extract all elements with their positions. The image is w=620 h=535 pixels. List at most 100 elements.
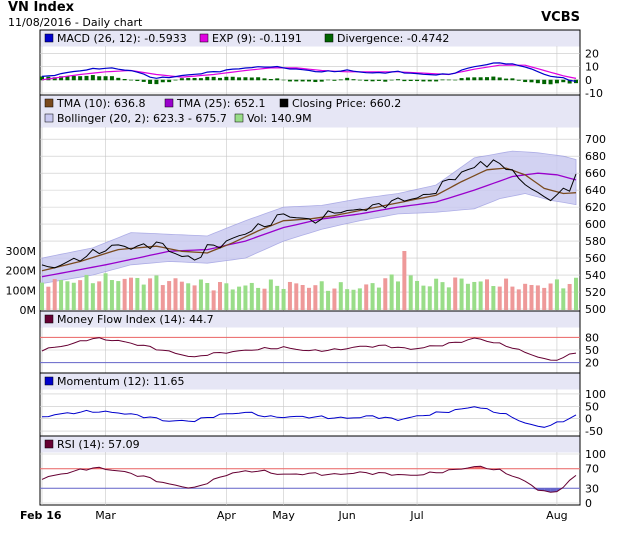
volume-bar-5 — [71, 282, 76, 310]
xtick-label-4: Jun — [338, 509, 356, 522]
legend-strip-rsi — [40, 436, 580, 453]
brand-label: VCBS — [541, 10, 580, 25]
mfi-line — [41, 337, 577, 361]
volume-bar-69 — [478, 281, 483, 310]
divergence-bar-82 — [561, 79, 566, 83]
ytick-price-7: 640 — [585, 184, 606, 197]
ytick-rsi-3: 100 — [585, 448, 606, 461]
divergence-bar-46 — [332, 79, 337, 81]
divergence-bar-47 — [338, 79, 343, 81]
volume-bar-49 — [351, 289, 356, 310]
volume-bar-81 — [554, 279, 559, 310]
ytick-price-5: 600 — [585, 218, 606, 231]
volume-bar-44 — [319, 281, 324, 310]
volume-bar-68 — [472, 281, 477, 310]
volume-bar-65 — [453, 277, 458, 310]
ytick-price-10: 700 — [585, 133, 606, 146]
divergence-bar-7 — [84, 75, 89, 81]
volume-bar-57 — [402, 251, 407, 310]
divergence-bar-40 — [294, 79, 299, 82]
volume-bar-47 — [338, 282, 343, 310]
legend-swatch-price-3 — [44, 113, 54, 123]
legend-label-macd-0: MACD (26, 12): -0.5933 — [57, 32, 187, 45]
divergence-bar-55 — [389, 79, 394, 81]
legend-strip-momentum — [40, 373, 580, 390]
xtick-label-2: Apr — [217, 509, 237, 522]
vol-tick-2: 200M — [6, 265, 37, 278]
ytick-mfi-1: 50 — [585, 344, 599, 357]
volume-bar-14 — [129, 277, 133, 310]
volume-bar-67 — [465, 283, 470, 310]
xtick-label-3: May — [272, 509, 295, 522]
xtick-label-0: Feb 16 — [20, 509, 62, 522]
legend-swatch-price-0 — [44, 98, 54, 108]
divergence-bar-60 — [421, 79, 426, 82]
divergence-bar-5 — [71, 75, 76, 81]
volume-bar-16 — [141, 284, 146, 310]
legend-swatch-price-2 — [279, 98, 289, 108]
chart-title: VN Index — [8, 0, 75, 15]
volume-bar-25 — [198, 279, 203, 310]
volume-bar-83 — [567, 283, 572, 310]
rsi-line — [41, 465, 577, 493]
divergence-bar-77 — [529, 79, 534, 83]
volume-bar-78 — [535, 285, 540, 310]
volume-bar-15 — [135, 277, 140, 310]
volume-bar-63 — [440, 282, 445, 310]
chart-subtitle: 11/08/2016 - Daily chart — [8, 16, 143, 29]
volume-bar-45 — [326, 290, 331, 310]
divergence-bar-41 — [300, 79, 305, 82]
ytick-price-0: 500 — [585, 303, 606, 316]
divergence-bar-73 — [504, 78, 509, 81]
volume-bar-74 — [510, 286, 515, 310]
volume-bar-42 — [307, 287, 311, 310]
divergence-bar-76 — [523, 79, 528, 83]
legend-swatch-rsi-0 — [44, 439, 54, 449]
volume-bar-61 — [427, 286, 432, 310]
legend-strip-price — [40, 95, 580, 128]
divergence-bar-34 — [256, 77, 261, 81]
divergence-bar-37 — [275, 78, 280, 81]
volume-bar-31 — [237, 286, 242, 310]
volume-bar-8 — [90, 283, 95, 310]
divergence-bar-2 — [52, 77, 57, 81]
volume-bar-10 — [103, 273, 108, 310]
momentum-line — [41, 406, 577, 428]
divergence-bar-72 — [497, 77, 502, 81]
divergence-bar-13 — [122, 78, 127, 81]
divergence-bar-45 — [326, 79, 331, 81]
legend-label-macd-1: EXP (9): -0.1191 — [212, 32, 302, 45]
volume-bar-64 — [446, 287, 451, 310]
divergence-bar-18 — [154, 79, 159, 85]
xtick-label-6: Aug — [546, 509, 567, 522]
divergence-bar-79 — [542, 79, 547, 85]
divergence-bar-59 — [415, 79, 420, 82]
volume-bar-76 — [523, 283, 528, 310]
divergence-bar-31 — [237, 77, 242, 81]
divergence-bar-84 — [574, 79, 578, 84]
volume-bar-34 — [256, 287, 261, 310]
rsi-under-fill-82 — [556, 488, 564, 492]
divergence-bar-80 — [548, 79, 553, 85]
volume-bar-13 — [122, 278, 127, 310]
volume-bar-2 — [52, 279, 57, 310]
volume-bar-3 — [59, 280, 64, 310]
divergence-bar-70 — [485, 77, 489, 81]
volume-bar-24 — [192, 285, 197, 310]
volume-bar-18 — [154, 275, 159, 310]
volume-bar-22 — [179, 281, 184, 310]
ytick-price-9: 680 — [585, 150, 606, 163]
legend-label-price-4: Vol: 140.9M — [247, 112, 312, 125]
divergence-bar-51 — [364, 79, 369, 82]
divergence-bar-14 — [129, 79, 133, 81]
volume-bar-71 — [491, 286, 496, 310]
divergence-bar-10 — [103, 76, 108, 81]
divergence-bar-57 — [402, 79, 407, 82]
legend-label-mfi-0: Money Flow Index (14): 44.7 — [57, 313, 214, 326]
legend-swatch-macd-2 — [324, 33, 334, 43]
volume-bar-7 — [84, 274, 89, 310]
volume-bar-28 — [218, 282, 222, 310]
volume-bar-72 — [497, 286, 502, 310]
